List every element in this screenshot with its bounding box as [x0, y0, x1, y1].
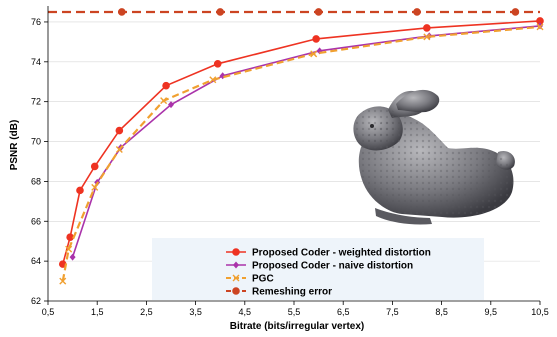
legend-background: [152, 238, 484, 300]
data-point: [69, 253, 76, 261]
data-point: [216, 8, 224, 16]
data-point: [312, 35, 320, 43]
data-point: [59, 277, 67, 285]
data-point: [423, 24, 431, 32]
data-point: [162, 81, 170, 90]
legend-marker: [232, 248, 240, 256]
legend: Proposed Coder - weighted distortion Prop…: [226, 248, 431, 298]
grid-lines: [48, 21, 540, 262]
y-axis-label: PSNR (dB): [9, 120, 20, 171]
y-tick-label: 62: [31, 296, 41, 306]
legend-marker: [232, 274, 240, 282]
y-tick-label: 76: [31, 17, 41, 27]
legend-label: Remeshing error: [252, 287, 332, 298]
series-2: [59, 23, 544, 285]
legend-item: PGC: [226, 274, 274, 285]
y-tick-label: 68: [31, 176, 41, 186]
data-point: [76, 186, 84, 195]
x-tick-label: 9,5: [485, 307, 498, 317]
x-axis-label: Bitrate (bits/irregular vertex): [230, 321, 365, 332]
legend-label: Proposed Coder - weighted distortion: [252, 248, 431, 259]
legend-item: Proposed Coder - naive distortion: [226, 261, 413, 272]
y-tick-label: 70: [31, 137, 41, 147]
series-3: [48, 8, 540, 16]
x-tick-label: 7,5: [386, 307, 399, 317]
x-tick-label: 3,5: [189, 307, 202, 317]
x-tick-label: 5,5: [288, 307, 301, 317]
data-point: [310, 50, 318, 58]
data-point: [160, 97, 168, 105]
x-tick-label: 8,5: [435, 307, 448, 317]
data-point: [314, 8, 323, 16]
y-tick-label: 72: [31, 97, 41, 107]
legend-label: PGC: [252, 274, 274, 285]
y-tick-label: 64: [31, 256, 41, 266]
ticks: 0,5 1,5 2,5 3,5 4,5 5,5 6,5 7,5 8,5 9,5 10,5 62 64 66…: [31, 17, 549, 317]
data-point: [91, 183, 99, 191]
y-tick-label: 66: [31, 216, 41, 226]
x-tick-label: 10,5: [531, 307, 549, 317]
x-tick-label: 6,5: [337, 307, 350, 317]
x-tick-label: 0,5: [42, 307, 55, 317]
bunny-3d-model-icon: [353, 89, 515, 225]
x-tick-label: 2,5: [140, 307, 153, 317]
x-tick-label: 4,5: [239, 307, 252, 317]
legend-item: Proposed Coder - weighted distortion: [226, 248, 431, 259]
series-layer: [48, 8, 544, 285]
legend-item: Remeshing error: [226, 287, 332, 298]
data-point: [423, 33, 431, 41]
legend-marker: [233, 261, 239, 269]
data-point: [213, 60, 222, 68]
x-tick-label: 1,5: [91, 307, 104, 317]
legend-label: Proposed Coder - naive distortion: [252, 261, 413, 272]
data-point: [209, 76, 217, 84]
legend-marker: [232, 287, 240, 295]
data-point: [536, 23, 544, 31]
series-line: [62, 20, 541, 265]
series-0: [58, 17, 544, 268]
data-point: [66, 233, 74, 242]
data-point: [90, 162, 99, 171]
data-point: [115, 126, 124, 135]
data-point: [511, 8, 520, 16]
y-tick-label: 74: [31, 57, 41, 67]
data-point: [168, 101, 174, 109]
data-point: [65, 245, 73, 253]
data-point: [118, 8, 126, 16]
data-point: [413, 8, 421, 16]
data-point: [115, 146, 123, 154]
